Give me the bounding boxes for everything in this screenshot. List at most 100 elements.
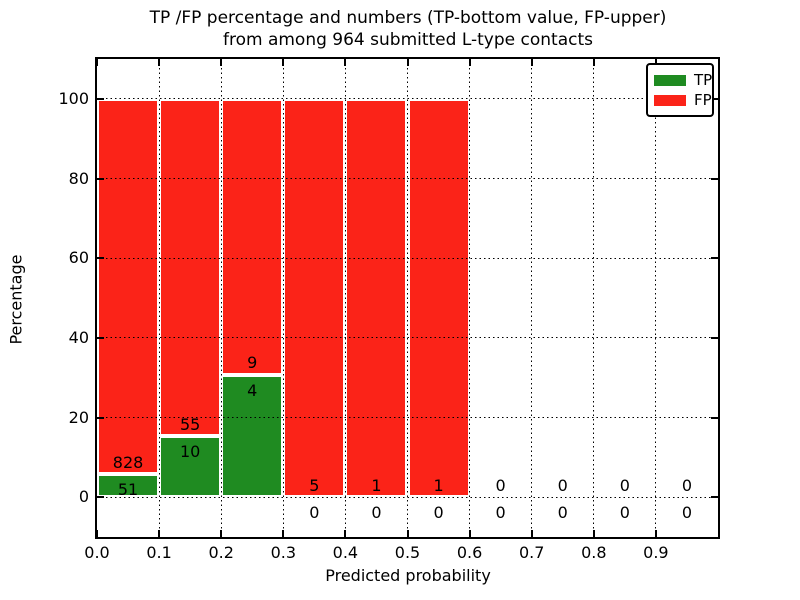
x-tick-label: 0.7 bbox=[518, 543, 545, 562]
legend-label-fp: FP bbox=[694, 91, 712, 109]
y-tick-label: 100 bbox=[58, 88, 89, 108]
tp-bar-segment bbox=[159, 435, 222, 498]
gridline-x bbox=[220, 59, 222, 537]
y-tick-label: 20 bbox=[68, 407, 89, 427]
fp-bar-segment bbox=[345, 98, 408, 498]
y-tick-label: 40 bbox=[68, 327, 89, 347]
gridline-y bbox=[97, 496, 718, 498]
legend-label-tp: TP bbox=[694, 71, 713, 89]
y-tick-mark bbox=[97, 177, 104, 180]
x-tick-mark-top bbox=[592, 59, 595, 66]
x-tick-label: 0.0 bbox=[84, 543, 110, 562]
gridline-x bbox=[469, 59, 471, 537]
x-tick-label: 0.3 bbox=[270, 543, 297, 562]
fp-legend-swatch-icon bbox=[654, 94, 686, 106]
fp-count-label: 1 bbox=[371, 476, 382, 495]
fp-count-label: 0 bbox=[681, 476, 693, 495]
x-tick-mark bbox=[158, 530, 161, 537]
fp-count-label: 9 bbox=[247, 353, 258, 373]
gridline-x bbox=[407, 59, 408, 537]
y-tick-mark-right bbox=[711, 496, 718, 499]
y-tick-mark-right bbox=[711, 97, 718, 100]
y-tick-label: 0 bbox=[78, 487, 89, 507]
x-tick-mark-top bbox=[96, 59, 98, 66]
x-tick-mark-top bbox=[220, 59, 223, 66]
tp-bar-segment bbox=[221, 374, 284, 498]
gridline-y bbox=[97, 257, 718, 259]
tp-count-label: 0 bbox=[681, 503, 693, 523]
fp-bar-segment bbox=[97, 98, 160, 475]
chart-title: TP /FP percentage and numbers (TP-bottom… bbox=[97, 7, 719, 51]
fp-bar-segment bbox=[221, 98, 284, 375]
x-tick-label: 0.6 bbox=[456, 543, 483, 562]
tp-count-label: 0 bbox=[433, 503, 444, 523]
fp-count-label: 5 bbox=[309, 476, 320, 495]
fp-count-label: 1 bbox=[433, 476, 444, 495]
x-tick-mark bbox=[468, 530, 471, 537]
x-tick-mark bbox=[96, 530, 98, 537]
y-tick-mark bbox=[97, 336, 104, 339]
x-tick-label: 0.4 bbox=[332, 543, 359, 562]
gridline-x bbox=[531, 59, 533, 537]
y-tick-mark bbox=[97, 97, 104, 100]
tp-count-label: 0 bbox=[495, 503, 506, 523]
fp-count-label: 828 bbox=[112, 452, 144, 472]
tp-count-label: 10 bbox=[179, 441, 201, 461]
legend-entry-fp: FP bbox=[654, 90, 712, 110]
x-tick-label: 0.5 bbox=[394, 543, 421, 562]
x-tick-label: 0.8 bbox=[581, 543, 607, 562]
gridline-x bbox=[344, 59, 346, 537]
fp-bar-segment bbox=[407, 98, 470, 498]
x-tick-label: 0.2 bbox=[208, 543, 234, 562]
y-tick-mark-right bbox=[711, 257, 718, 260]
y-tick-mark bbox=[97, 496, 104, 499]
x-tick-mark bbox=[592, 530, 595, 537]
fp-count-label: 55 bbox=[179, 414, 201, 434]
fp-count-label: 0 bbox=[557, 476, 568, 495]
fp-count-label: 0 bbox=[495, 476, 506, 495]
x-tick-mark-top bbox=[530, 59, 533, 66]
tp-count-label: 0 bbox=[557, 503, 568, 523]
tp-count-label: 51 bbox=[117, 479, 139, 499]
x-tick-mark bbox=[282, 530, 285, 537]
tp-bar-segment bbox=[97, 474, 160, 498]
tp-legend-swatch-icon bbox=[654, 74, 686, 86]
gridline-x bbox=[655, 59, 657, 537]
gridline-x bbox=[158, 59, 160, 537]
x-tick-mark-top bbox=[282, 59, 285, 66]
y-tick-mark-right bbox=[711, 336, 718, 339]
x-tick-mark-top bbox=[406, 59, 409, 66]
fp-bar-segment bbox=[283, 98, 346, 498]
x-axis-label: Predicted probability bbox=[325, 566, 491, 585]
fp-count-label: 0 bbox=[619, 476, 630, 495]
fp-bar-segment bbox=[159, 98, 222, 436]
legend-entry-tp: TP bbox=[654, 70, 712, 90]
gridline-x bbox=[593, 59, 595, 537]
x-tick-mark bbox=[654, 530, 657, 537]
x-tick-mark-top bbox=[654, 59, 657, 66]
gridline-y bbox=[97, 98, 718, 100]
x-tick-label: 0.1 bbox=[146, 543, 172, 562]
x-tick-mark-top bbox=[344, 59, 347, 66]
y-tick-mark-right bbox=[711, 177, 718, 180]
chart-title-line-1: TP /FP percentage and numbers (TP-bottom… bbox=[149, 8, 667, 28]
x-tick-label: 0.9 bbox=[643, 543, 669, 562]
y-tick-label: 80 bbox=[68, 168, 89, 188]
x-tick-mark bbox=[406, 530, 409, 537]
x-tick-mark bbox=[220, 530, 223, 537]
tp-count-label: 0 bbox=[309, 503, 320, 523]
x-tick-mark bbox=[344, 530, 347, 537]
tp-count-label: 0 bbox=[371, 503, 382, 523]
y-tick-mark-right bbox=[711, 416, 718, 419]
gridline-x bbox=[282, 59, 284, 537]
chart-title-line-2: from among 964 submitted L-type contacts bbox=[222, 30, 593, 50]
y-axis-label: Percentage bbox=[6, 254, 26, 345]
legend: TP FP bbox=[646, 63, 714, 117]
y-tick-mark bbox=[97, 257, 104, 260]
tp-count-label: 4 bbox=[247, 380, 258, 400]
y-tick-mark bbox=[97, 416, 104, 419]
x-tick-mark-top bbox=[468, 59, 471, 66]
plot-area bbox=[95, 57, 720, 539]
x-tick-mark bbox=[530, 530, 533, 537]
